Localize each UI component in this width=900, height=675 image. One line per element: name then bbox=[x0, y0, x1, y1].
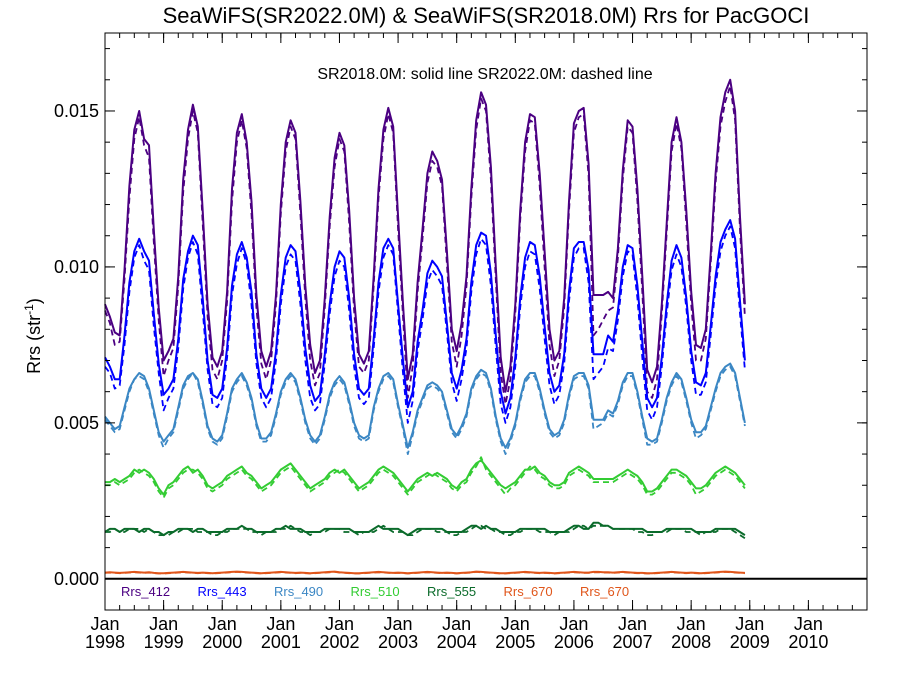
x-tick-month-label: Jan bbox=[794, 614, 823, 634]
x-tick-month-label: Jan bbox=[677, 614, 706, 634]
x-tick-year-label: 1999 bbox=[144, 632, 184, 652]
series-layer bbox=[104, 78, 746, 575]
series-rrs-510-dashed-line bbox=[105, 456, 746, 499]
y-axis-label-close: ) bbox=[24, 298, 44, 304]
x-tick-year-label: 1998 bbox=[85, 632, 125, 652]
x-tick-month-label: Jan bbox=[442, 614, 471, 634]
series-rrs-555-solid-line bbox=[104, 521, 746, 537]
x-tick-year-label: 2004 bbox=[437, 632, 477, 652]
x-tick-year-label: 2002 bbox=[319, 632, 359, 652]
x-axis-ticks: Jan1998Jan1999Jan2000Jan2001Jan2002Jan20… bbox=[85, 33, 868, 652]
x-tick-month-label: Jan bbox=[559, 614, 588, 634]
x-tick-year-label: 2009 bbox=[730, 632, 770, 652]
y-tick-label: 0.015 bbox=[54, 101, 99, 121]
x-tick-year-label: 2005 bbox=[495, 632, 535, 652]
series-rrs-443-solid-line bbox=[104, 219, 746, 415]
x-tick-month-label: Jan bbox=[501, 614, 530, 634]
x-tick-year-label: 2000 bbox=[202, 632, 242, 652]
y-tick-label: 0.000 bbox=[54, 569, 99, 589]
y-axis-label: Rrs (str-1) bbox=[22, 298, 44, 374]
x-tick-month-label: Jan bbox=[266, 614, 295, 634]
legend-item-rrs-510: Rrs_510 bbox=[351, 584, 400, 599]
x-tick-month-label: Jan bbox=[149, 614, 178, 634]
line-style-annotation: SR2018.0M: solid line SR2022.0M: dashed … bbox=[317, 66, 652, 83]
x-tick-year-label: 2001 bbox=[261, 632, 301, 652]
y-tick-label: 0.010 bbox=[54, 257, 99, 277]
x-tick-year-label: 2006 bbox=[554, 632, 594, 652]
legend: Rrs_412 Rrs_443 Rrs_490 Rrs_510 Rrs_555 Rrs_6… bbox=[121, 584, 629, 599]
series-rrs-490-dashed-line bbox=[104, 365, 746, 456]
x-tick-month-label: Jan bbox=[618, 614, 647, 634]
y-axis-label-superscript: -1 bbox=[22, 304, 36, 315]
legend-item-rrs-555: Rrs_555 bbox=[427, 584, 476, 599]
x-tick-year-label: 2003 bbox=[378, 632, 418, 652]
x-tick-year-label: 2007 bbox=[613, 632, 653, 652]
x-tick-year-label: 2010 bbox=[788, 632, 828, 652]
legend-item-rrs-670: Rrs_670 bbox=[580, 584, 629, 599]
series-rrs-412-dashed-line bbox=[104, 85, 746, 406]
x-tick-month-label: Jan bbox=[90, 614, 119, 634]
series-rrs-510-solid-line bbox=[105, 459, 746, 496]
x-tick-month-label: Jan bbox=[208, 614, 237, 634]
series-rrs-443-dashed-line bbox=[104, 225, 746, 424]
x-tick-month-label: Jan bbox=[735, 614, 764, 634]
x-tick-month-label: Jan bbox=[384, 614, 413, 634]
y-axis-ticks: 0.000 0.005 0.010 0.015 bbox=[54, 48, 867, 611]
x-tick-month-label: Jan bbox=[325, 614, 354, 634]
legend-item-rrs-412: Rrs_412 bbox=[121, 584, 170, 599]
y-tick-label: 0.005 bbox=[54, 413, 99, 433]
y-axis-label-text: Rrs (str bbox=[24, 315, 44, 374]
legend-item-rrs-670: Rrs_670 bbox=[504, 584, 553, 599]
chart-title: SeaWiFS(SR2022.0M) & SeaWiFS(SR2018.0M) … bbox=[163, 3, 810, 28]
legend-item-rrs-443: Rrs_443 bbox=[198, 584, 247, 599]
series-rrs-555-dashed-line bbox=[105, 524, 746, 540]
series-rrs-670-dashed-line bbox=[104, 571, 745, 575]
series-rrs-412-solid-line bbox=[104, 78, 746, 393]
x-tick-year-label: 2008 bbox=[671, 632, 711, 652]
legend-item-rrs-490: Rrs_490 bbox=[274, 584, 323, 599]
